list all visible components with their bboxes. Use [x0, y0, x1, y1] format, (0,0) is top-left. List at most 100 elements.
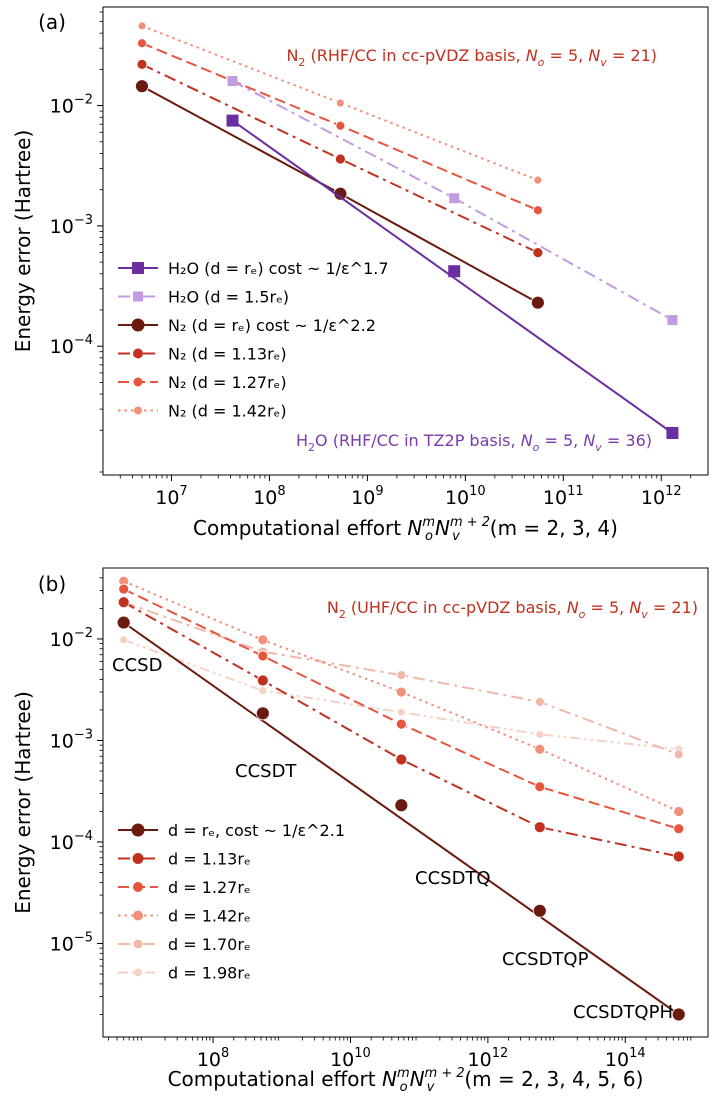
legend-label: N₂ (d = rₑ) cost ~ 1/ε^2.2: [168, 316, 376, 335]
data-point: [673, 749, 684, 760]
data-point: [334, 153, 346, 165]
series-2: [118, 583, 685, 835]
legend-label: H₂O (d = rₑ) cost ~ 1/ε^1.7: [168, 259, 389, 278]
data-point: [137, 38, 147, 49]
y-tick-label: 10−3: [50, 213, 93, 238]
data-point: [335, 120, 346, 131]
data-point: [395, 753, 408, 766]
legend-marker: [133, 910, 143, 921]
legend-label: d = 1.70rₑ: [168, 935, 251, 954]
legend-marker: [133, 291, 143, 302]
data-point: [394, 798, 409, 813]
data-point: [396, 707, 406, 717]
x-tick-label: 109: [351, 484, 383, 509]
legend-label: d = rₑ, cost ~ 1/ε^2.1: [168, 821, 345, 840]
x-axis-label: Computational effort Nm o Nm + 2 v (m = 2, 3…: [193, 515, 618, 544]
data-point: [226, 114, 239, 127]
legend-marker: [134, 968, 142, 977]
series-1: [227, 76, 678, 326]
data-point: [137, 21, 147, 31]
data-point: [116, 615, 131, 630]
data-point: [136, 58, 148, 70]
legend-label: d = 1.98rₑ: [168, 964, 251, 983]
y-tick-label: 10−2: [50, 93, 93, 118]
x-tick-label: 108: [253, 484, 285, 509]
data-point: [530, 295, 545, 310]
y-tick-label: 10−2: [50, 626, 93, 651]
y-axis-label: Energy error (Hartree): [11, 691, 35, 914]
legend-label: d = 1.13rₑ: [168, 850, 251, 869]
legend-marker: [132, 853, 144, 864]
data-point: [255, 706, 270, 721]
legend-marker: [133, 882, 143, 892]
legend-label: N₂ (d = 1.42rₑ): [168, 402, 287, 421]
data-point: [449, 193, 460, 204]
series-line: [123, 638, 679, 751]
series-2: [135, 79, 545, 310]
data-point: [532, 247, 544, 258]
data-point: [448, 265, 461, 278]
x-tick-label: 1014: [605, 1046, 646, 1071]
legend: d = rₑ, cost ~ 1/ε^2.1 d = 1.13rₑ d = 1.27…: [118, 821, 345, 983]
data-point: [257, 634, 269, 646]
data-point: [395, 686, 407, 698]
series-3: [136, 58, 544, 258]
series-3: [118, 575, 685, 817]
method-label: CCSDT: [235, 761, 297, 782]
annotation-h2o-basis: H2O (RHF/CC in TZ2P basis, No = 5, Nv = …: [296, 431, 652, 454]
data-point: [118, 583, 130, 595]
data-point: [672, 850, 685, 863]
legend-marker: [131, 318, 145, 332]
panel-1: 108 1010 1012 1014 10−5 10−4 10−3 10−2 (b) Energy…: [11, 567, 709, 1095]
data-point: [671, 1007, 686, 1022]
series-0: [226, 114, 679, 439]
legend-label: N₂ (d = 1.13rₑ): [168, 345, 287, 364]
data-point: [395, 718, 407, 730]
data-point: [534, 743, 546, 755]
method-label: CCSD: [112, 655, 162, 676]
data-point: [117, 596, 130, 609]
legend-label: d = 1.27rₑ: [168, 878, 251, 897]
data-point: [335, 98, 345, 108]
series-0: [116, 615, 686, 1022]
series-5: [137, 21, 543, 185]
minor-ticks: [99, 11, 692, 479]
y-tick-label: 10−3: [50, 727, 93, 752]
data-point: [533, 175, 543, 185]
legend: H₂O (d = rₑ) cost ~ 1/ε^1.7 H₂O (d = 1.5r…: [118, 259, 389, 421]
x-tick-label: 1010: [330, 1046, 371, 1071]
data-point: [396, 670, 407, 681]
data-point: [673, 806, 685, 817]
annotation-n2-uhf-basis: N2 (UHF/CC in cc-pVDZ basis, No = 5, Nv …: [327, 598, 698, 621]
minor-ticks: [99, 577, 692, 1041]
data-point: [535, 729, 545, 739]
axes-frame: [102, 6, 709, 476]
legend-marker: [133, 377, 143, 387]
method-label: CCSDTQP: [502, 949, 589, 970]
panel-0: 107 108 109 1010 1011 1012 10−4 10−3 10−2 (a) Ener…: [11, 6, 709, 544]
legend-marker: [134, 406, 142, 415]
legend-marker: [131, 823, 145, 837]
series-1: [117, 596, 685, 863]
data-point: [534, 781, 546, 793]
x-tick-label: 1012: [468, 1046, 509, 1071]
legend-label: d = 1.42rₑ: [168, 907, 251, 926]
legend-marker: [132, 262, 144, 274]
data-point: [673, 823, 685, 835]
x-tick-label: 108: [197, 1046, 229, 1071]
x-tick-label: 1011: [543, 484, 584, 509]
axes-frame: [102, 567, 709, 1038]
panel-label: (a): [38, 10, 66, 34]
x-tick-label: 107: [155, 484, 187, 509]
data-point: [534, 696, 545, 707]
y-tick-label: 10−4: [50, 829, 93, 854]
x-tick-label: 1010: [445, 484, 486, 509]
method-label: CCSDTQ: [415, 868, 491, 889]
data-point: [257, 650, 269, 662]
x-axis-label: Computational effort Nm o Nm + 2 v (m = 2, 3…: [168, 1066, 644, 1093]
series-line: [123, 601, 680, 756]
y-axis-label: Energy error (Hartree): [11, 130, 35, 353]
data-point: [666, 426, 679, 439]
